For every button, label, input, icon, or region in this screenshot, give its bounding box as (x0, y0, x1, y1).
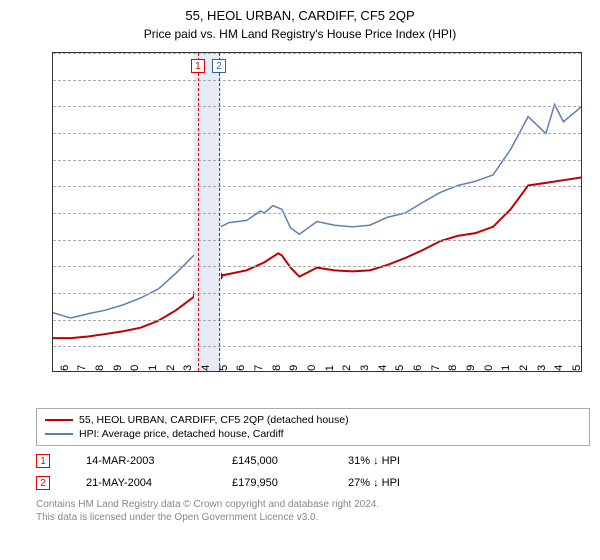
x-axis-tick: 1999 (111, 365, 123, 372)
transaction-row: 1 14-MAR-2003 £145,000 31% ↓ HPI (36, 454, 590, 468)
grid-line (53, 133, 581, 134)
x-axis-tick: 1997 (76, 365, 88, 372)
transaction-row: 2 21-MAY-2004 £179,950 27% ↓ HPI (36, 476, 590, 490)
footnote: Contains HM Land Registry data © Crown c… (36, 498, 590, 524)
legend: 55, HEOL URBAN, CARDIFF, CF5 2QP (detach… (36, 408, 590, 446)
x-axis-tick: 2015 (394, 365, 406, 372)
x-axis-tick: 1995 (52, 365, 53, 372)
series-property (53, 178, 581, 339)
x-axis-tick: 2017 (429, 365, 441, 372)
x-axis-tick: 2010 (306, 365, 318, 372)
x-axis-tick: 2001 (147, 365, 159, 372)
grid-line (53, 266, 581, 267)
x-axis-tick: 2023 (535, 365, 547, 372)
legend-item: 55, HEOL URBAN, CARDIFF, CF5 2QP (detach… (45, 413, 581, 427)
chart-subtitle: Price paid vs. HM Land Registry's House … (0, 23, 600, 47)
grid-line (53, 53, 581, 54)
x-axis-tick: 2014 (376, 365, 388, 372)
x-axis-tick: 2002 (164, 365, 176, 372)
x-axis-tick: 2022 (518, 365, 530, 372)
marker-label-box: 1 (191, 59, 205, 73)
chart-lines (53, 53, 581, 371)
x-axis-tick: 2008 (270, 365, 282, 372)
grid-line (53, 186, 581, 187)
transaction-price: £145,000 (232, 455, 312, 467)
x-axis-tick: 2003 (182, 365, 194, 372)
grid-line (53, 213, 581, 214)
grid-line (53, 160, 581, 161)
grid-line (53, 346, 581, 347)
x-axis-tick: 2000 (129, 365, 141, 372)
transaction-delta: 27% ↓ HPI (348, 477, 400, 489)
x-axis-tick: 1998 (94, 365, 106, 372)
x-axis-tick: 2016 (412, 365, 424, 372)
x-axis-tick: 2009 (288, 365, 300, 372)
transactions-list: 1 14-MAR-2003 £145,000 31% ↓ HPI 2 21-MAY-200… (36, 454, 590, 490)
x-axis-tick: 2020 (482, 365, 494, 372)
chart-title: 55, HEOL URBAN, CARDIFF, CF5 2QP (0, 0, 600, 23)
x-axis-tick: 2024 (553, 365, 565, 372)
grid-line (53, 80, 581, 81)
x-axis-tick: 2007 (253, 365, 265, 372)
grid-line (53, 293, 581, 294)
legend-swatch (45, 419, 73, 421)
x-axis-tick: 2021 (500, 365, 512, 372)
transaction-delta: 31% ↓ HPI (348, 455, 400, 467)
grid-line (53, 240, 581, 241)
transaction-marker: 2 (36, 476, 50, 490)
transaction-date: 14-MAR-2003 (86, 455, 196, 467)
series-hpi (53, 104, 581, 318)
x-axis-tick: 2012 (341, 365, 353, 372)
x-axis-tick: 2019 (465, 365, 477, 372)
footnote-line-1: Contains HM Land Registry data © Crown c… (36, 498, 590, 511)
x-axis-tick: 2011 (324, 365, 336, 372)
legend-item: HPI: Average price, detached house, Card… (45, 427, 581, 441)
x-axis-tick: 2013 (359, 365, 371, 372)
grid-line (53, 106, 581, 107)
transaction-date: 21-MAY-2004 (86, 477, 196, 489)
x-axis-tick: 2018 (447, 365, 459, 372)
marker-line (198, 53, 199, 371)
transaction-price: £179,950 (232, 477, 312, 489)
footnote-line-2: This data is licensed under the Open Gov… (36, 511, 590, 524)
x-axis-tick: 2006 (235, 365, 247, 372)
x-axis-tick: 1996 (58, 365, 70, 372)
legend-label: HPI: Average price, detached house, Card… (79, 428, 284, 440)
legend-label: 55, HEOL URBAN, CARDIFF, CF5 2QP (detach… (79, 414, 349, 426)
chart-plot-area: £0K£50K£100K£150K£200K£250K£300K£350K£40… (52, 52, 582, 372)
transaction-marker: 1 (36, 454, 50, 468)
marker-label-box: 2 (212, 59, 226, 73)
legend-swatch (45, 433, 73, 435)
grid-line (53, 320, 581, 321)
marker-line (219, 53, 220, 371)
x-axis-tick: 2004 (200, 365, 212, 372)
x-axis-tick: 2025 (571, 365, 582, 372)
